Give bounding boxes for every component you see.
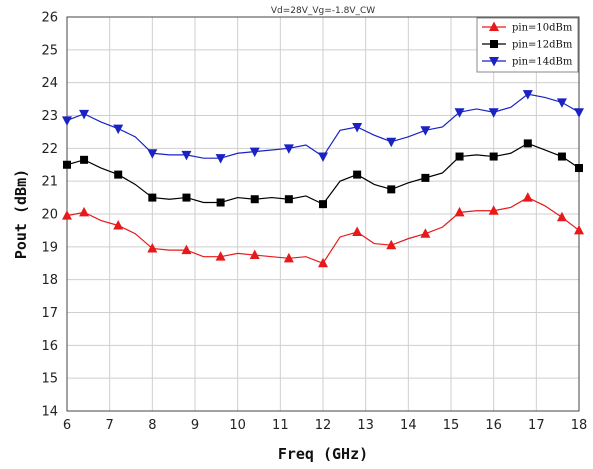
legend-entry-2: pin=14dBm [482,57,573,68]
data-point [284,195,293,204]
data-point [420,126,431,136]
data-point [556,98,567,108]
data-point [79,206,90,217]
data-point [114,170,123,179]
data-point [250,195,259,204]
data-point [249,249,260,260]
data-point [79,109,90,120]
data-point [557,152,566,161]
y-tick-label: 21 [41,175,58,190]
data-point [455,152,464,161]
x-tick-label: 16 [485,418,502,433]
x-tick-label: 15 [443,418,460,433]
legend-label: pin=12dBm [512,40,573,51]
data-point [454,108,465,118]
series-0 [62,192,584,268]
x-tick-label: 12 [315,418,332,433]
series-1 [63,139,583,209]
legend-entry-0: pin=10dBm [482,21,573,34]
data-point [488,108,499,118]
data-point [215,251,226,261]
data-point [353,170,362,179]
y-tick-label: 24 [41,76,58,91]
data-point [522,192,533,202]
data-point [181,150,192,161]
legend-label: pin=14dBm [512,57,573,68]
data-point [556,211,567,222]
data-point [352,122,363,133]
y-axis-title: Pout (dBm) [12,169,30,259]
data-point [574,224,584,235]
data-point [318,152,328,163]
legend-entries: pin=10dBm pin=12dBm pin=14dBm [482,21,573,68]
data-point [181,244,192,255]
legend: pin=10dBm pin=12dBm pin=14dBm [476,17,579,73]
y-tick-label: 14 [41,405,58,420]
x-tick-label: 14 [400,418,417,433]
data-point [386,137,397,148]
data-point [283,252,294,263]
y-tick-label: 23 [41,109,58,124]
data-point [283,144,294,154]
x-tick-label: 13 [357,418,374,433]
series [62,90,584,268]
data-point [488,205,499,215]
x-axis-title: Freq (GHz) [278,445,368,463]
data-point [575,164,583,173]
chart-title: Vd=28V_Vg=-1.8V_CW [271,6,375,16]
data-point [319,200,327,209]
y-tick-label: 26 [41,11,58,26]
legend-label: pin=10dBm [512,23,573,34]
data-point [522,90,533,100]
y-tick-label: 22 [41,142,58,157]
data-point [147,242,158,253]
y-tick-label: 20 [41,208,58,223]
data-point [387,185,396,194]
x-tick-label: 18 [571,418,588,433]
tick-labels: 6 7 8 9 10 11 12 13 14 15 16 17 18 14 15 16 17 18 19 20 21 22… [41,11,587,434]
series-2 [62,90,584,164]
legend-marker [490,40,498,48]
data-point [215,154,226,164]
x-tick-label: 6 [63,418,71,433]
data-point [148,193,157,202]
legend-entry-1: pin=12dBm [482,40,573,51]
data-point [80,155,89,164]
y-tick-label: 17 [41,306,58,321]
data-point [318,257,328,268]
data-point [574,108,584,118]
data-point [147,149,158,159]
data-point [420,228,431,238]
data-point [421,173,430,182]
data-point [62,116,72,126]
data-point [523,139,532,148]
data-point [63,160,71,169]
y-tick-label: 18 [41,273,58,288]
data-point [489,152,498,161]
x-tick-label: 11 [272,418,289,433]
y-tick-label: 16 [41,339,58,354]
y-tick-label: 15 [41,372,58,387]
data-point [454,206,465,217]
data-point [182,193,191,202]
x-tick-label: 9 [191,418,199,433]
y-tick-label: 19 [41,240,58,255]
data-point [386,239,397,250]
data-point [113,219,124,230]
x-tick-label: 8 [148,418,156,433]
legend-marker [489,21,499,31]
data-point [113,124,124,135]
legend-marker [489,57,499,67]
data-point [216,198,225,207]
data-point [352,226,363,237]
data-point [62,210,72,220]
y-tick-label: 25 [41,43,58,58]
data-point [249,147,260,158]
x-tick-label: 10 [229,418,246,433]
x-tick-label: 17 [528,418,545,433]
x-tick-label: 7 [106,418,114,433]
